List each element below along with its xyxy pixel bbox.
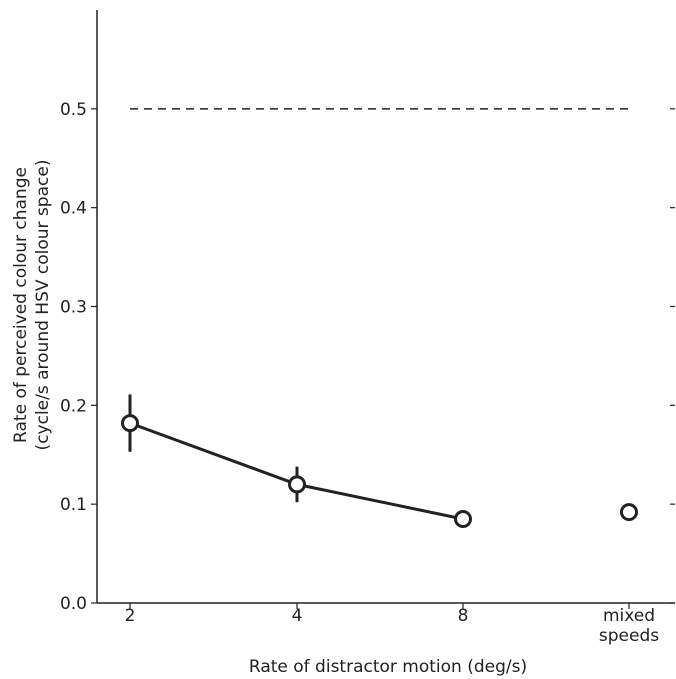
x-tick-label: speeds: [599, 626, 659, 646]
y-tick-label: 0.4: [60, 199, 87, 219]
y-tick-label: 0.0: [60, 594, 87, 614]
axes-frame: [96, 10, 675, 604]
series-0: [121, 394, 472, 528]
x-axis-label: Rate of distractor motion (deg/s): [249, 657, 527, 677]
axis-labels: Rate of distractor motion (deg/s) Rate of…: [11, 160, 527, 677]
y-tick-label: 0.5: [60, 100, 87, 120]
x-tick-label: mixed: [603, 606, 655, 626]
y-tick-label: 0.1: [60, 495, 87, 515]
data-point: [454, 509, 472, 528]
series-1: [620, 503, 638, 522]
x-tick-label: 2: [125, 606, 136, 626]
y-tick-label: 0.2: [60, 396, 87, 416]
x-tick-label: 4: [292, 606, 303, 626]
series-group: [121, 394, 638, 528]
x-tick-label: 8: [458, 606, 469, 626]
data-point: [288, 475, 306, 494]
y-axis-label: (cycle/s around HSV colour space): [33, 160, 53, 451]
y-tick-label: 0.3: [60, 298, 87, 318]
y-axis-ticks: 0.0 0.1 0.2 0.3 0.4 0.5: [60, 100, 675, 614]
data-point: [121, 414, 139, 433]
data-point: [620, 503, 638, 522]
y-axis-label: Rate of perceived colour change: [11, 167, 31, 443]
